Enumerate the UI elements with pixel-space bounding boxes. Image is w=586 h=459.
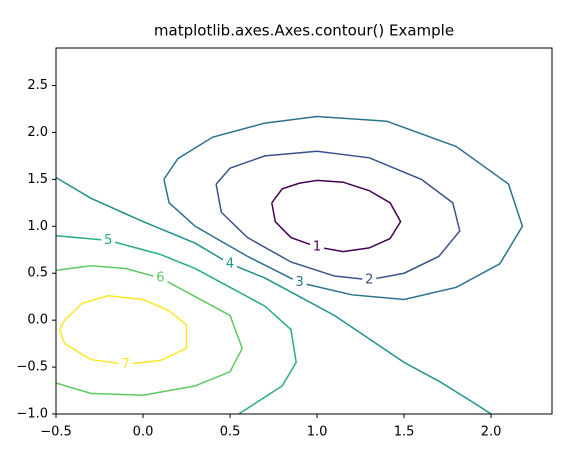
contour-line	[55, 234, 297, 415]
contour-line	[215, 150, 461, 281]
contour-label: 7	[121, 357, 129, 372]
contour-line	[163, 115, 524, 301]
contour-label-bg	[292, 274, 307, 291]
x-tick-label: 1.0	[307, 425, 328, 440]
contour-label-bg	[153, 269, 168, 286]
contour-label: 5	[104, 233, 112, 248]
x-tick-label: 0.5	[220, 425, 241, 440]
contour-label-bg	[223, 255, 238, 272]
contour-label-bg	[118, 356, 133, 373]
y-tick-label: 1.0	[27, 219, 48, 234]
contour-label-bg	[362, 271, 377, 288]
contour-label: 3	[296, 275, 304, 290]
y-tick-label: −0.5	[16, 360, 48, 375]
x-tick-label: 1.5	[394, 425, 415, 440]
contour-label: 4	[226, 256, 234, 271]
y-tick-label: 0.5	[27, 266, 48, 281]
contour-label-bg	[101, 232, 116, 249]
contour-label: 2	[365, 272, 373, 287]
contour-label: 6	[156, 270, 164, 285]
contour-line	[55, 176, 492, 415]
plot-frame	[55, 47, 553, 415]
contour-label: 1	[313, 239, 321, 254]
y-tick-label: −1.0	[16, 407, 48, 422]
contour-label-bg	[310, 238, 325, 255]
x-tick-label: 2.0	[481, 425, 502, 440]
contour-line	[55, 264, 244, 396]
y-tick-label: 0.0	[27, 313, 48, 328]
contour-line	[58, 294, 188, 366]
y-tick-label: 1.5	[27, 172, 48, 187]
chart-title: matplotlib.axes.Axes.contour() Example	[154, 22, 454, 40]
y-tick-label: 2.0	[27, 125, 48, 140]
x-tick-label: −0.5	[40, 425, 72, 440]
contour-line	[271, 179, 402, 253]
y-tick-label: 2.5	[27, 78, 48, 93]
x-tick-label: 0.0	[133, 425, 154, 440]
